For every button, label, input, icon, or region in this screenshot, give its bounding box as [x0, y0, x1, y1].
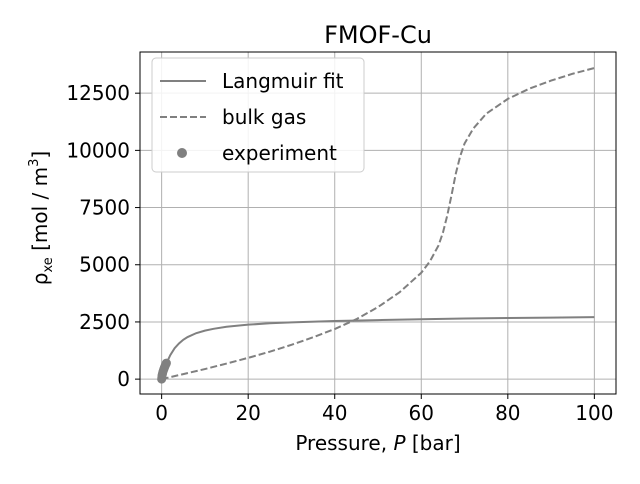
data-point-experiment — [161, 358, 171, 368]
y-tick-label: 2500 — [79, 310, 130, 334]
legend-label-bulk-gas: bulk gas — [222, 105, 306, 129]
x-tick-label: 100 — [575, 401, 613, 425]
legend-label-langmuir-fit: Langmuir fit — [222, 69, 344, 93]
x-tick-label: 80 — [495, 401, 520, 425]
y-axis-label: ρxe [mol / m3] — [27, 151, 56, 285]
y-tick-label: 10000 — [66, 138, 130, 162]
legend: Langmuir fit bulk gas experiment — [151, 57, 365, 173]
series-line-langmuir-fit — [160, 316, 595, 380]
legend-label-experiment: experiment — [222, 141, 337, 165]
x-tick-label: 0 — [155, 401, 168, 425]
series-line-bulk-gas — [161, 67, 595, 381]
legend-box — [151, 57, 365, 173]
chart-title: FMOF-Cu — [324, 21, 432, 49]
ticks: 0 20 40 60 80 100 0 2500 5000 7500 10000 12500 — [66, 81, 613, 425]
x-tick-label: 40 — [322, 401, 347, 425]
y-tick-label: 0 — [117, 367, 130, 391]
x-axis-label: Pressure, P [bar] — [295, 431, 460, 455]
y-tick-label: 7500 — [79, 196, 130, 220]
y-tick-label: 5000 — [79, 253, 130, 277]
y-tick-label: 12500 — [66, 81, 130, 105]
plot-frame — [139, 51, 617, 395]
series-layer — [157, 67, 595, 384]
x-tick-label: 60 — [409, 401, 434, 425]
x-tick-label: 20 — [235, 401, 260, 425]
legend-swatch-experiment — [177, 148, 187, 158]
